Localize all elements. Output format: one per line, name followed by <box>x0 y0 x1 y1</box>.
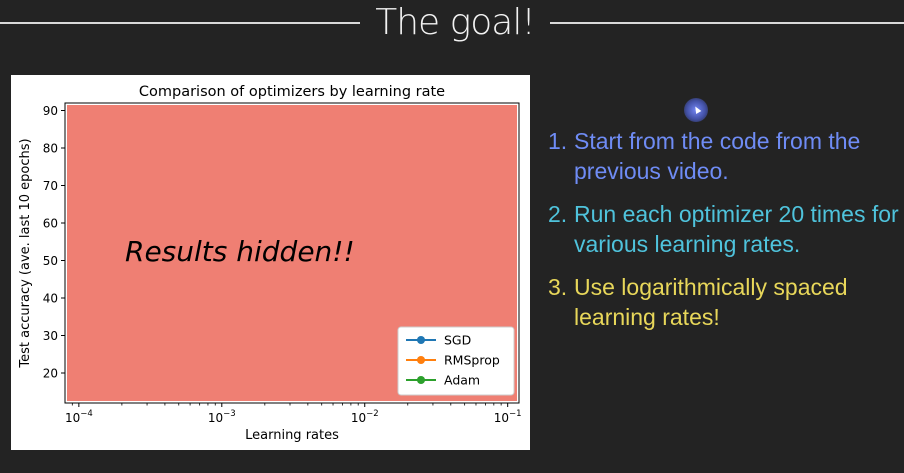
y-tick-label: 50 <box>43 254 58 268</box>
title-rule-left <box>0 22 360 24</box>
pointer-highlight-icon <box>684 98 708 122</box>
goal-list: 1. Start from the code from the previous… <box>548 126 904 345</box>
legend-label: SGD <box>444 333 471 348</box>
slide-title: The goal! <box>375 2 536 43</box>
list-item-number: 3. <box>548 274 568 300</box>
legend-marker <box>417 356 425 364</box>
list-item: 1. Start from the code from the previous… <box>548 126 904 186</box>
y-tick-label: 70 <box>43 179 58 193</box>
list-item-number: 2. <box>548 201 568 227</box>
x-tick-label: 10−1 <box>494 409 522 425</box>
y-tick-label: 30 <box>43 329 58 343</box>
legend-marker <box>417 336 425 344</box>
list-item: 2. Run each optimizer 20 times for vario… <box>548 199 904 259</box>
title-rule-right <box>550 22 904 24</box>
chart-legend <box>397 326 515 396</box>
list-item-text: Start from the code from the previous vi… <box>574 128 861 184</box>
x-tick-label: 10−2 <box>351 409 379 425</box>
chart-svg: Comparison of optimizers by learning rat… <box>18 84 522 443</box>
chart-figure: Comparison of optimizers by learning rat… <box>11 75 530 450</box>
list-item-text: Run each optimizer 20 times for various … <box>574 201 899 257</box>
y-axis-label: Test accuracy (ave. last 10 epochs) <box>18 138 33 368</box>
legend-marker <box>417 376 425 384</box>
x-tick-label: 10−4 <box>65 409 93 425</box>
axes-frame <box>64 102 520 404</box>
y-tick-label: 80 <box>43 142 58 156</box>
list-item: 3. Use logarithmically spaced learning r… <box>548 272 904 332</box>
list-item-number: 1. <box>548 128 568 154</box>
legend-label: RMSprop <box>444 353 500 368</box>
y-tick-label: 90 <box>43 104 58 118</box>
y-tick-label: 40 <box>43 292 58 306</box>
x-axis-label: Learning rates <box>245 428 339 443</box>
y-tick-label: 20 <box>43 367 58 381</box>
list-item-text: Use logarithmically spaced learning rate… <box>574 274 848 330</box>
x-tick-label: 10−3 <box>208 409 236 425</box>
results-hidden-text: Results hidden!! <box>125 235 355 268</box>
chart-title: Comparison of optimizers by learning rat… <box>139 84 445 100</box>
y-tick-label: 60 <box>43 217 58 231</box>
legend-label: Adam <box>444 373 480 388</box>
